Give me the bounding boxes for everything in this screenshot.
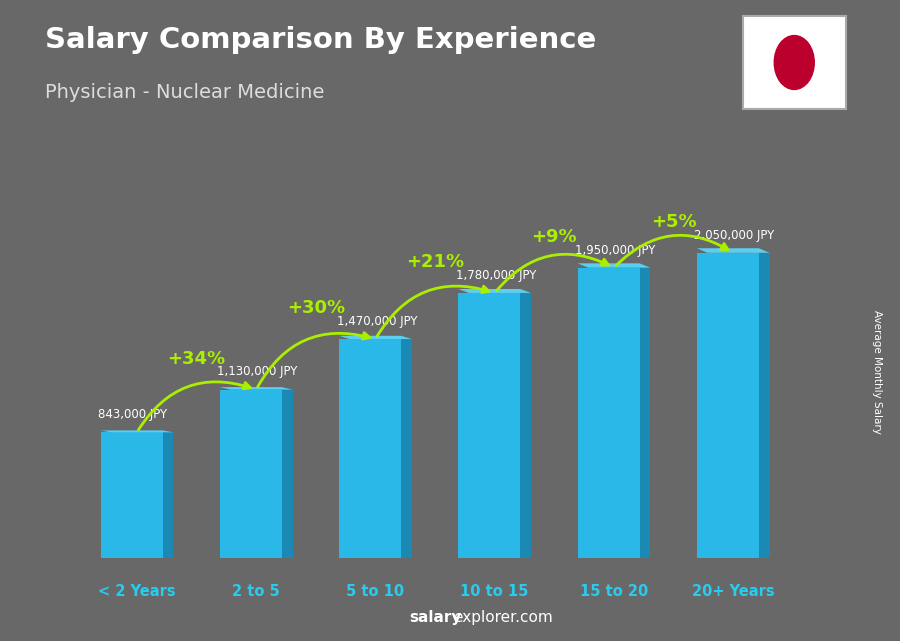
Polygon shape <box>220 387 292 390</box>
Text: 20+ Years: 20+ Years <box>692 584 775 599</box>
Text: < 2 Years: < 2 Years <box>98 584 176 599</box>
Polygon shape <box>759 253 769 558</box>
Polygon shape <box>282 390 292 558</box>
Text: Physician - Nuclear Medicine: Physician - Nuclear Medicine <box>45 83 324 103</box>
Polygon shape <box>163 432 174 558</box>
Text: 1,780,000 JPY: 1,780,000 JPY <box>456 269 536 282</box>
Text: 2 to 5: 2 to 5 <box>232 584 280 599</box>
Bar <box>101 432 163 558</box>
Text: Salary Comparison By Experience: Salary Comparison By Experience <box>45 26 596 54</box>
Text: 2,050,000 JPY: 2,050,000 JPY <box>695 229 775 242</box>
Text: 1,950,000 JPY: 1,950,000 JPY <box>575 244 655 256</box>
Bar <box>578 268 640 558</box>
Text: 5 to 10: 5 to 10 <box>346 584 404 599</box>
Text: salary: salary <box>410 610 462 625</box>
Polygon shape <box>578 263 651 268</box>
Text: 843,000 JPY: 843,000 JPY <box>98 408 167 421</box>
Text: 15 to 20: 15 to 20 <box>580 584 648 599</box>
Bar <box>339 339 401 558</box>
Polygon shape <box>101 430 174 432</box>
Text: +21%: +21% <box>406 253 464 271</box>
Text: +5%: +5% <box>651 213 697 231</box>
Text: Average Monthly Salary: Average Monthly Salary <box>872 310 883 434</box>
Polygon shape <box>697 248 770 253</box>
Polygon shape <box>401 339 412 558</box>
Polygon shape <box>458 289 531 293</box>
Polygon shape <box>520 293 531 558</box>
Circle shape <box>774 35 814 90</box>
Bar <box>458 293 520 558</box>
Bar <box>220 390 282 558</box>
Polygon shape <box>339 336 412 339</box>
Text: +30%: +30% <box>287 299 345 317</box>
Text: explorer.com: explorer.com <box>453 610 553 625</box>
Text: 1,130,000 JPY: 1,130,000 JPY <box>218 365 298 378</box>
Text: 10 to 15: 10 to 15 <box>461 584 529 599</box>
Text: +34%: +34% <box>167 349 226 368</box>
Text: +9%: +9% <box>532 228 577 246</box>
Bar <box>697 253 759 558</box>
Polygon shape <box>640 268 651 558</box>
Text: 1,470,000 JPY: 1,470,000 JPY <box>337 315 417 328</box>
